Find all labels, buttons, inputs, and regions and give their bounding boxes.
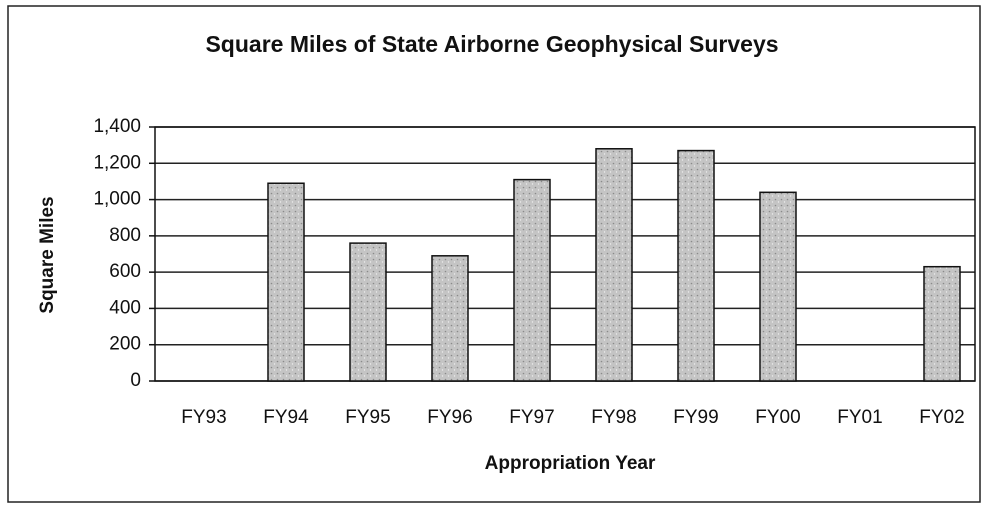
x-tick-label: FY00	[755, 407, 800, 428]
x-tick-label: FY94	[263, 407, 309, 428]
bar	[267, 182, 305, 382]
x-tick-label: FY93	[181, 407, 226, 428]
bar	[759, 191, 797, 382]
frame	[7, 5, 981, 503]
y-tick-label: 800	[109, 225, 141, 246]
x-tick-label: FY98	[591, 407, 636, 428]
x-tick-label: FY99	[673, 407, 718, 428]
bar	[923, 265, 961, 382]
x-tick-label: FY01	[837, 407, 882, 428]
plot-area	[154, 126, 976, 382]
bar	[595, 148, 633, 382]
y-tick-label: 1,200	[93, 152, 141, 173]
y-tick-label: 1,000	[93, 189, 141, 210]
x-tick-label: FY96	[427, 407, 472, 428]
bar	[431, 255, 469, 382]
y-tick-label: 0	[130, 370, 141, 391]
x-tick-label: FY95	[345, 407, 390, 428]
x-tick-label: FY97	[509, 407, 554, 428]
y-tick-label: 200	[109, 334, 141, 355]
y-tick-label: 600	[109, 261, 141, 282]
y-tick-label: 400	[109, 297, 141, 318]
bar	[349, 242, 387, 382]
bar	[513, 178, 551, 382]
y-axis-title: Square Miles	[37, 196, 58, 313]
x-tick-label: FY02	[919, 407, 964, 428]
y-tick-label: 1,400	[93, 116, 141, 137]
x-axis-title: Appropriation Year	[485, 453, 656, 474]
bar	[677, 149, 715, 382]
chart-title: Square Miles of State Airborne Geophysic…	[205, 31, 778, 57]
